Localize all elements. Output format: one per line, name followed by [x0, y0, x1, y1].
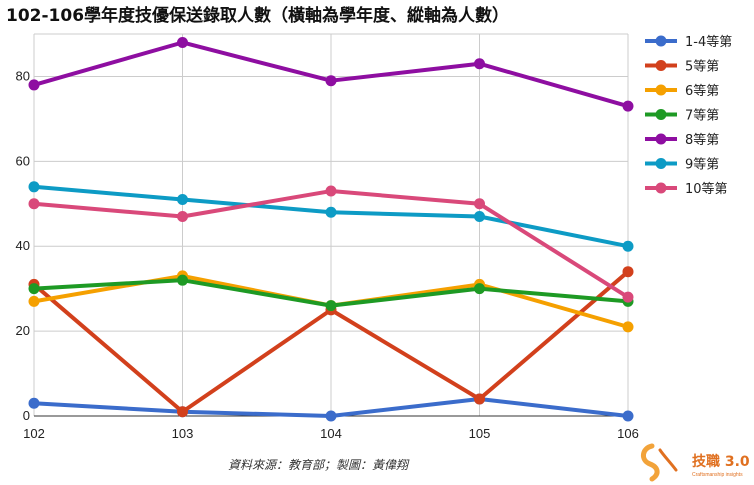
- legend-item: 9等第: [645, 157, 719, 173]
- data-point: [474, 198, 485, 210]
- data-point: [28, 181, 40, 193]
- data-point: [177, 211, 188, 223]
- chart-title: 102-106學年度技優保送錄取人數（橫軸為學年度、縱軸為人數）: [6, 5, 509, 26]
- legend-item: 8等第: [645, 132, 719, 148]
- y-tick-label: 20: [16, 323, 30, 338]
- x-tick-label: 104: [320, 426, 342, 441]
- data-point: [474, 283, 485, 295]
- legend-label: 10等第: [685, 181, 728, 197]
- data-point: [28, 295, 40, 307]
- y-tick-label: 80: [16, 68, 30, 83]
- y-axis-ticks: 0 20 40 60 80: [16, 68, 30, 423]
- legend-label: 6等第: [685, 83, 719, 99]
- data-point: [28, 198, 40, 210]
- legend-label: 5等第: [685, 59, 719, 75]
- legend: 1-4等第 5等第 6等第 7等第 8等第 9等第 10等第: [645, 34, 732, 197]
- x-tick-label: 103: [172, 426, 194, 441]
- legend-item: 5等第: [645, 59, 719, 75]
- legend-swatch-marker: [655, 182, 667, 194]
- data-point: [28, 397, 40, 409]
- source-note: 資料來源：教育部；製圖：黃偉翔: [228, 458, 410, 472]
- legend-swatch-marker: [655, 35, 667, 47]
- legend-swatch-marker: [655, 109, 667, 120]
- data-point: [28, 79, 40, 91]
- data-point: [622, 291, 634, 303]
- data-point: [474, 393, 485, 405]
- data-point: [622, 266, 634, 278]
- data-point: [325, 300, 337, 312]
- data-point: [177, 274, 188, 286]
- data-point: [177, 406, 188, 418]
- legend-swatch-marker: [655, 84, 667, 96]
- data-point: [177, 194, 188, 206]
- data-point: [474, 58, 485, 70]
- brand-logo: 技職 3.0 Craftsmanship insights: [641, 443, 750, 482]
- legend-label: 9等第: [685, 157, 719, 173]
- series-group: [28, 181, 634, 252]
- legend-label: 1-4等第: [685, 34, 732, 50]
- data-point: [622, 410, 634, 422]
- legend-item: 6等第: [645, 83, 719, 99]
- x-tick-label: 106: [617, 426, 639, 441]
- x-tick-label: 102: [23, 426, 45, 441]
- legend-label: 8等第: [685, 132, 719, 148]
- y-tick-label: 60: [16, 153, 30, 168]
- data-point: [622, 240, 634, 252]
- data-point: [28, 283, 40, 295]
- legend-item: 10等第: [645, 181, 728, 197]
- data-point: [325, 206, 337, 218]
- series-group: [28, 274, 634, 312]
- data-point: [325, 75, 337, 87]
- data-point: [325, 410, 337, 422]
- data-point: [622, 321, 634, 333]
- legend-swatch-marker: [655, 133, 667, 145]
- brand-tagline: Craftsmanship insights: [692, 472, 743, 478]
- legend-item: 7等第: [645, 108, 719, 124]
- data-point: [622, 100, 634, 112]
- series-lines: [28, 36, 634, 422]
- brand-logo-icon: [641, 443, 678, 482]
- data-point: [177, 36, 188, 48]
- data-point: [325, 185, 337, 197]
- legend-swatch-marker: [655, 158, 667, 169]
- x-axis-ticks: 102 103 104 105 106: [23, 426, 639, 441]
- legend-label: 7等第: [685, 108, 719, 124]
- series-group: [28, 185, 634, 303]
- y-tick-label: 40: [16, 238, 30, 253]
- series-group: [28, 36, 634, 112]
- legend-swatch-marker: [655, 60, 667, 71]
- x-tick-label: 105: [469, 426, 491, 441]
- y-tick-label: 0: [23, 408, 30, 423]
- data-point: [474, 211, 485, 223]
- legend-item: 1-4等第: [645, 34, 732, 50]
- brand-name: 技職 3.0: [692, 453, 750, 470]
